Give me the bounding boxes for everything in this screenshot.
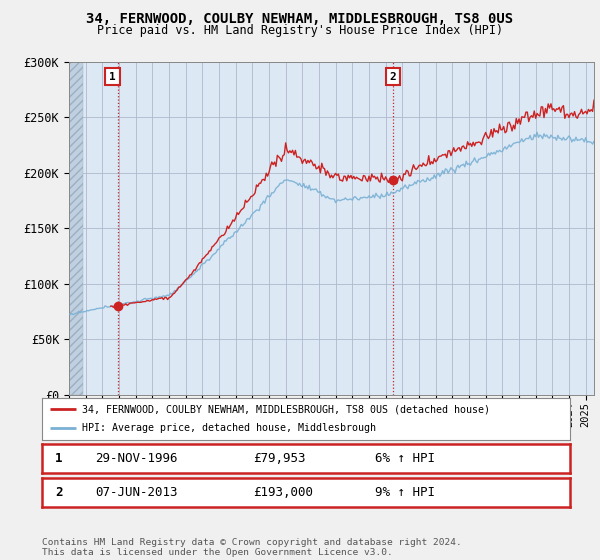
Text: 1: 1: [109, 72, 116, 82]
Text: Price paid vs. HM Land Registry's House Price Index (HPI): Price paid vs. HM Land Registry's House …: [97, 24, 503, 36]
Text: 07-JUN-2013: 07-JUN-2013: [95, 486, 178, 499]
Text: 9% ↑ HPI: 9% ↑ HPI: [374, 486, 434, 499]
Text: £79,953: £79,953: [253, 452, 306, 465]
Text: 6% ↑ HPI: 6% ↑ HPI: [374, 452, 434, 465]
Text: 34, FERNWOOD, COULBY NEWHAM, MIDDLESBROUGH, TS8 0US (detached house): 34, FERNWOOD, COULBY NEWHAM, MIDDLESBROU…: [82, 404, 490, 414]
Text: 34, FERNWOOD, COULBY NEWHAM, MIDDLESBROUGH, TS8 0US: 34, FERNWOOD, COULBY NEWHAM, MIDDLESBROU…: [86, 12, 514, 26]
Text: 2: 2: [389, 72, 397, 82]
Text: 2: 2: [55, 486, 63, 499]
Text: 29-NOV-1996: 29-NOV-1996: [95, 452, 178, 465]
Bar: [69, 62, 83, 395]
Text: 1: 1: [55, 452, 63, 465]
Text: £193,000: £193,000: [253, 486, 313, 499]
Text: HPI: Average price, detached house, Middlesbrough: HPI: Average price, detached house, Midd…: [82, 423, 376, 433]
Text: Contains HM Land Registry data © Crown copyright and database right 2024.
This d: Contains HM Land Registry data © Crown c…: [42, 538, 462, 557]
